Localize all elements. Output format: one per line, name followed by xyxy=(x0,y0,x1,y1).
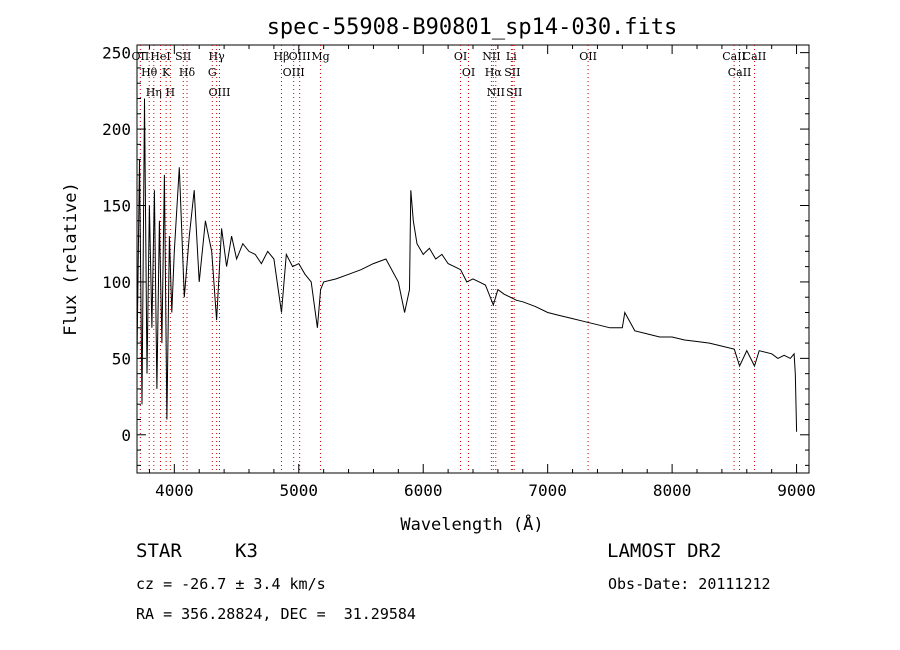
x-axis: 4000 5000 6000 7000 8000 9000 xyxy=(148,45,816,500)
spectral-line-markers xyxy=(139,45,755,473)
spectrum-series xyxy=(136,98,798,432)
line-label-20: Li xyxy=(506,50,517,63)
x-tick-label-5: 9000 xyxy=(777,481,816,500)
line-label-8: Hγ xyxy=(209,50,226,63)
x-tick-label-3: 7000 xyxy=(528,481,567,500)
spectrum-line-0 xyxy=(136,98,798,432)
x-tick-label-2: 6000 xyxy=(404,481,443,500)
line-label-7: Hδ xyxy=(179,66,196,79)
line-label-2: Hη xyxy=(146,86,162,99)
x-tick-label-1: 5000 xyxy=(280,481,319,500)
line-label-1: Hθ xyxy=(141,66,158,79)
line-label-22: SII xyxy=(506,86,522,99)
redshift-readout: cz = -26.7 ± 3.4 km/s xyxy=(136,575,326,593)
line-label-11: Hβ xyxy=(274,50,290,63)
x-tick-label-0: 4000 xyxy=(155,481,194,500)
line-label-4: K xyxy=(162,66,171,79)
object-class: STAR xyxy=(136,540,182,562)
y-tick-label-3: 150 xyxy=(102,197,131,216)
line-label-12: OIII xyxy=(283,66,305,79)
line-label-9: G xyxy=(208,66,217,79)
y-tick-label-0: 0 xyxy=(121,426,131,445)
line-label-25: CaII xyxy=(728,66,752,79)
line-label-16: OI xyxy=(462,66,475,79)
coordinates: RA = 356.28824, DEC = 31.29584 xyxy=(136,605,416,623)
y-tick-label-5: 250 xyxy=(102,44,131,63)
line-label-23: OII xyxy=(579,50,597,63)
line-label-14: Mg xyxy=(311,50,329,63)
y-axis-label: Flux (relative) xyxy=(61,182,81,336)
y-axis: 0 50 100 150 200 250 xyxy=(102,44,809,466)
line-label-13: OIII xyxy=(289,50,311,63)
line-label-18: Hα xyxy=(485,66,503,79)
y-tick-label-2: 100 xyxy=(102,273,131,292)
plot-frame xyxy=(136,44,810,474)
line-label-17: NII xyxy=(482,50,500,63)
survey-name: LAMOST DR2 xyxy=(607,540,722,562)
chart-title: spec-55908-B90801_sp14-030.fits xyxy=(267,15,678,40)
y-tick-label-4: 200 xyxy=(102,120,131,139)
x-tick-label-4: 8000 xyxy=(653,481,692,500)
line-label-10: OIII xyxy=(208,86,230,99)
y-tick-label-1: 50 xyxy=(112,349,131,368)
line-label-15: OI xyxy=(454,50,467,63)
obs-date: Obs-Date: 20111212 xyxy=(608,575,771,593)
subclass: K3 xyxy=(235,540,258,562)
line-label-6: SII xyxy=(175,50,191,63)
line-label-21: SII xyxy=(504,66,520,79)
line-label-26: CaII xyxy=(743,50,767,63)
line-label-24: CaII xyxy=(722,50,746,63)
x-axis-label: Wavelength (Å) xyxy=(400,513,543,535)
line-label-19: NII xyxy=(487,86,505,99)
line-label-0: OII xyxy=(132,50,150,63)
line-label-5: H xyxy=(166,86,176,99)
line-label-3: HeI xyxy=(150,50,170,63)
